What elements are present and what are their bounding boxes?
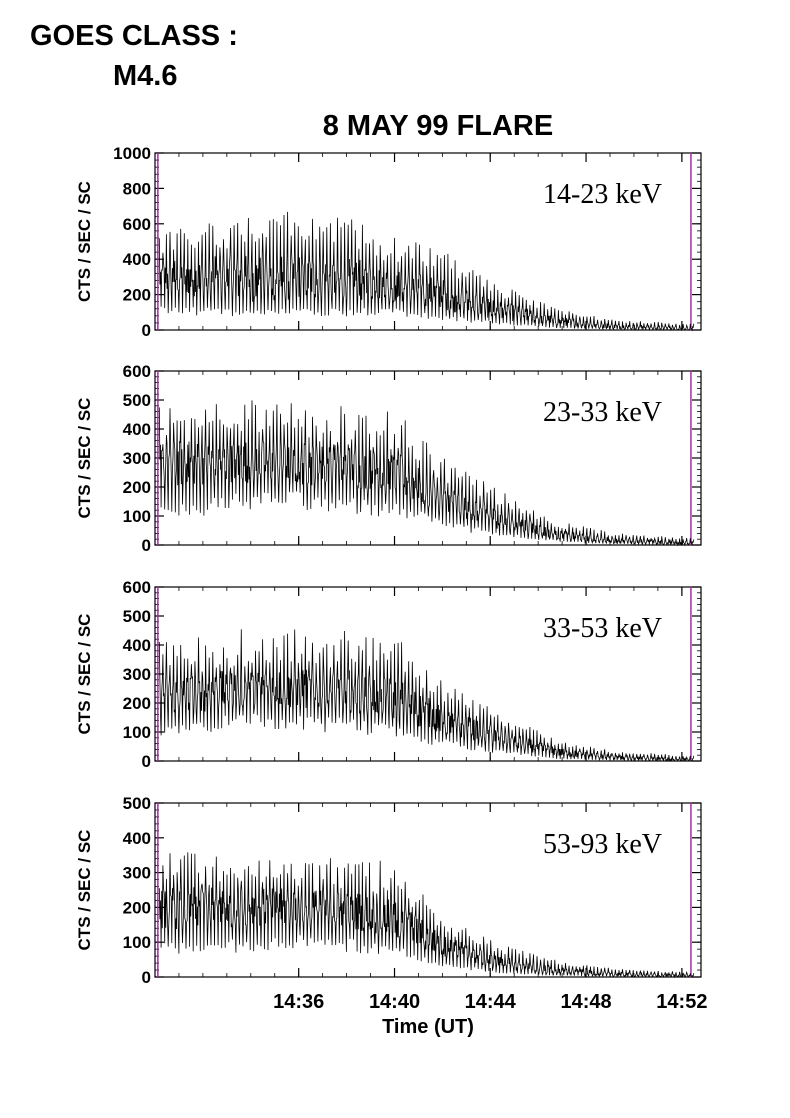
panel-2-band-label: 23-33 keV	[543, 397, 662, 428]
panel-3-ytick-label: 200	[123, 694, 151, 713]
panel-4-ytick-label: 100	[123, 933, 151, 952]
goes-class-label: GOES CLASS :	[30, 20, 238, 52]
panel-4-ytick-label: 0	[142, 968, 151, 987]
panel-2-ytick-label: 0	[142, 536, 151, 555]
panel-1-ytick-label: 800	[123, 179, 151, 198]
panel-4-y-axis-label: CTS / SEC / SC	[75, 830, 94, 951]
panel-4-ytick-label: 400	[123, 829, 151, 848]
panel-1-ytick-label: 600	[123, 215, 151, 234]
panel-4-frame	[154, 802, 702, 978]
panel-1-band-label: 14-23 keV	[543, 179, 662, 210]
chart-title: 8 MAY 99 FLARE	[322, 110, 554, 142]
panel-4-ytick-label: 200	[123, 898, 151, 917]
panel-2-y-axis-label: CTS / SEC / SC	[75, 398, 94, 519]
panel-3-band-label: 33-53 keV	[543, 613, 662, 644]
x-tick-label: 14:48	[560, 991, 611, 1013]
panel-3-ytick-label: 500	[123, 607, 151, 626]
x-tick-label: 14:52	[656, 991, 707, 1013]
panel-1-frame	[154, 152, 702, 331]
panel-2-ytick-label: 200	[123, 478, 151, 497]
panel-4-light-curve	[158, 852, 695, 979]
panel-1-ytick-label: 1000	[113, 144, 151, 163]
x-tick-label: 14:36	[273, 991, 324, 1013]
panel-4-band-label: 53-93 keV	[543, 829, 662, 860]
panel-3-ytick-label: 300	[123, 665, 151, 684]
panel-4-ytick-label: 500	[123, 794, 151, 813]
panel-3-ytick-label: 600	[123, 578, 151, 597]
panel-1-ytick-label: 400	[123, 250, 151, 269]
panel-2-ytick-label: 500	[123, 391, 151, 410]
panel-2-ytick-label: 300	[123, 449, 151, 468]
x-tick-label: 14:40	[369, 991, 420, 1013]
panel-3-ytick-label: 100	[123, 723, 151, 742]
panel-2-ytick-label: 600	[123, 362, 151, 381]
panel-1-y-axis-label: CTS / SEC / SC	[75, 181, 94, 302]
panel-3-ytick-label: 0	[142, 752, 151, 771]
panel-2-ytick-label: 400	[123, 420, 151, 439]
x-tick-label: 14:44	[465, 991, 517, 1013]
panel-3-ytick-label: 400	[123, 636, 151, 655]
panel-4-ytick-label: 300	[123, 864, 151, 883]
panel-3-light-curve	[158, 629, 695, 762]
x-axis-label: Time (UT)	[382, 1016, 474, 1038]
panel-2-ytick-label: 100	[123, 507, 151, 526]
panel-1-ytick-label: 200	[123, 286, 151, 305]
panel-3-y-axis-label: CTS / SEC / SC	[75, 614, 94, 735]
goes-class-value: M4.6	[113, 60, 178, 92]
panel-1-light-curve	[158, 211, 695, 332]
panel-2-light-curve	[158, 400, 695, 547]
panel-1-ytick-label: 0	[142, 321, 151, 340]
